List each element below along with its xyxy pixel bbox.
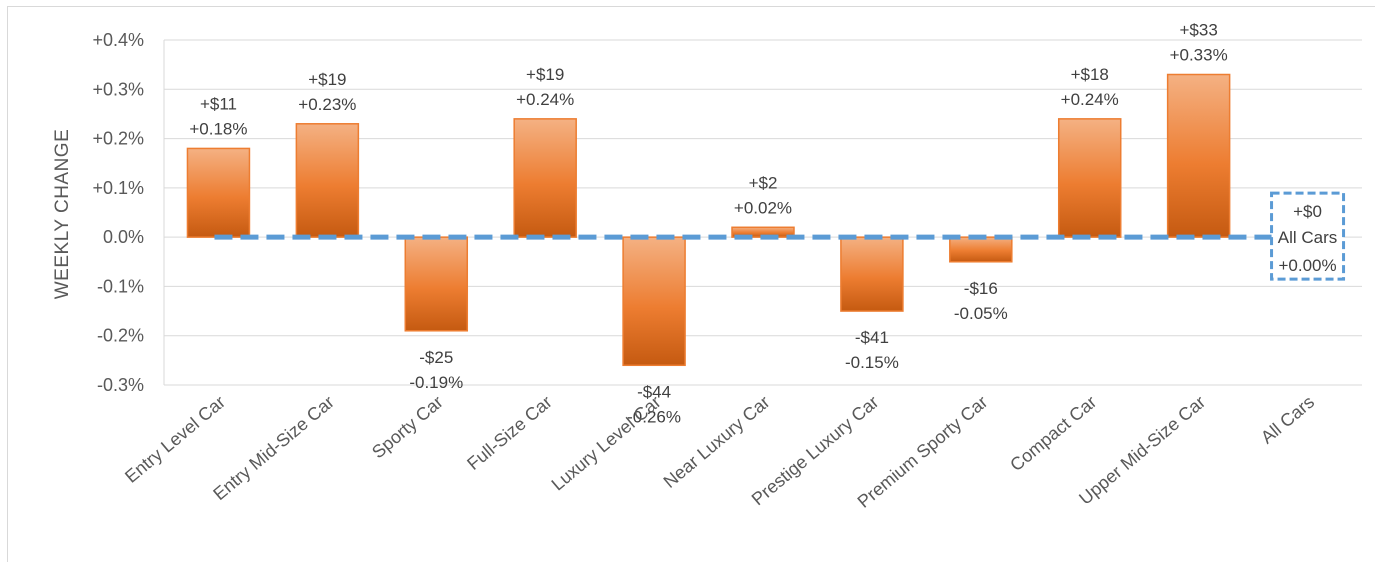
percent-label: +0.18% (189, 119, 247, 138)
x-tick-label: Sporty Car (368, 392, 447, 463)
bar (622, 236, 686, 367)
bar (295, 123, 360, 238)
dollar-label: +$19 (308, 70, 346, 89)
y-tick-label: -0.1% (97, 276, 144, 296)
all-cars-percent-label: +0.00% (1278, 256, 1336, 275)
dollar-label: -$41 (855, 328, 889, 347)
x-tick-label: All Cars (1257, 392, 1318, 448)
bars (186, 73, 1318, 367)
y-tick-label: -0.2% (97, 326, 144, 346)
dollar-label: +$18 (1071, 65, 1109, 84)
percent-label: +0.33% (1170, 46, 1228, 65)
bar (404, 236, 469, 332)
x-tick-label: Full-Size Car (463, 392, 556, 474)
dollar-label: -$44 (637, 382, 671, 401)
percent-label: -0.19% (409, 373, 463, 392)
percent-label: +0.24% (516, 90, 574, 109)
percent-label: +0.24% (1061, 90, 1119, 109)
dollar-label: -$16 (964, 279, 998, 298)
all-cars-name-label: All Cars (1278, 228, 1338, 247)
bar (186, 147, 251, 238)
dollar-label: +$19 (526, 65, 564, 84)
percent-label: -0.26% (627, 407, 681, 426)
bar (1166, 73, 1231, 238)
percent-label: -0.15% (845, 353, 899, 372)
bar (513, 118, 577, 238)
dollar-label: +$11 (200, 94, 237, 113)
y-tick-label: -0.3% (97, 375, 144, 395)
all-cars-box (1270, 191, 1346, 281)
y-axis-title: WEEKLY CHANGE (52, 129, 73, 300)
y-tick-label: +0.4% (92, 30, 144, 50)
y-tick-label: +0.1% (92, 178, 144, 198)
percent-label: -0.05% (954, 304, 1008, 323)
axis-ticks: +0.4%+0.3%+0.2%+0.1%0.0%-0.1%-0.2%-0.3%E… (92, 30, 1318, 512)
y-tick-label: 0.0% (103, 227, 144, 247)
y-tick-label: +0.2% (92, 129, 144, 149)
bar (1057, 118, 1122, 238)
x-tick-label: Luxury Level Car (548, 392, 665, 495)
all-cars-dollar-label: +$0 (1293, 202, 1322, 221)
percent-label: +0.23% (298, 95, 356, 114)
dollar-label: -$25 (419, 348, 453, 367)
chart-frame (7, 6, 1375, 562)
bar (949, 236, 1013, 263)
data-labels: +$11 +0.18% +$19 +0.23% -$25 -0.19% +$19 +0.24%… (189, 21, 1346, 426)
x-tick-label: Compact Car (1006, 392, 1100, 475)
bar (840, 236, 904, 312)
dollar-label: +$2 (749, 173, 778, 192)
x-tick-label: Entry Level Car (121, 392, 229, 487)
dollar-label: +$33 (1179, 21, 1217, 40)
y-tick-label: +0.3% (92, 79, 144, 99)
x-tick-label: Entry Mid-Size Car (209, 392, 338, 504)
percent-label: +0.02% (734, 198, 792, 217)
